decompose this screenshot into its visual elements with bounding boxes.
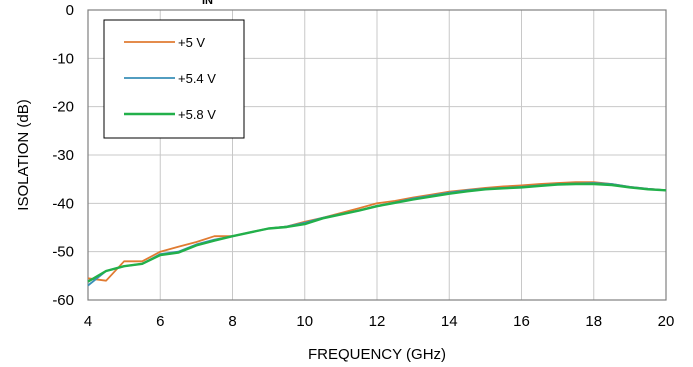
series-line-1	[87, 181, 667, 282]
y-tick-label: -40	[52, 195, 74, 212]
x-tick-label: 14	[441, 313, 458, 330]
x-tick-label: 8	[228, 313, 236, 330]
legend-label-1: +5 V	[178, 35, 205, 50]
y-axis-title: ISOLATION (dB)	[15, 99, 32, 210]
y-tick-label: 0	[66, 2, 74, 19]
x-axis-title: FREQUENCY (GHz)	[308, 346, 446, 363]
chart-title-fragment: IN	[202, 0, 213, 7]
legend-label-2: +5.4 V	[178, 71, 216, 86]
y-tick-label: -10	[52, 50, 74, 67]
y-tick-label: -20	[52, 99, 74, 116]
y-tick-label: -60	[52, 292, 74, 309]
legend-items: +5 V +5.4 V +5.8 V	[124, 35, 216, 122]
x-tick-label: 12	[369, 313, 386, 330]
x-tick-label: 16	[513, 313, 530, 330]
legend-box	[103, 19, 245, 139]
plot-area	[87, 9, 667, 301]
y-tick-label: -30	[52, 147, 74, 164]
legend: +5 V +5.4 V +5.8 V	[103, 19, 245, 139]
y-tick-label: -50	[52, 244, 74, 261]
series-line-3	[87, 182, 667, 283]
x-tick-label: 20	[658, 313, 675, 330]
x-tick-label: 10	[296, 313, 313, 330]
x-tick-label: 18	[585, 313, 602, 330]
x-tick-label: 4	[84, 313, 92, 330]
legend-label-3: +5.8 V	[178, 107, 216, 122]
series-lines	[87, 181, 667, 287]
axis-ticks: 4 6 8 10 12 14 16 18 20 0 -10 -20 -30 -40 -50 -60	[52, 2, 674, 330]
x-tick-label: 6	[156, 313, 164, 330]
